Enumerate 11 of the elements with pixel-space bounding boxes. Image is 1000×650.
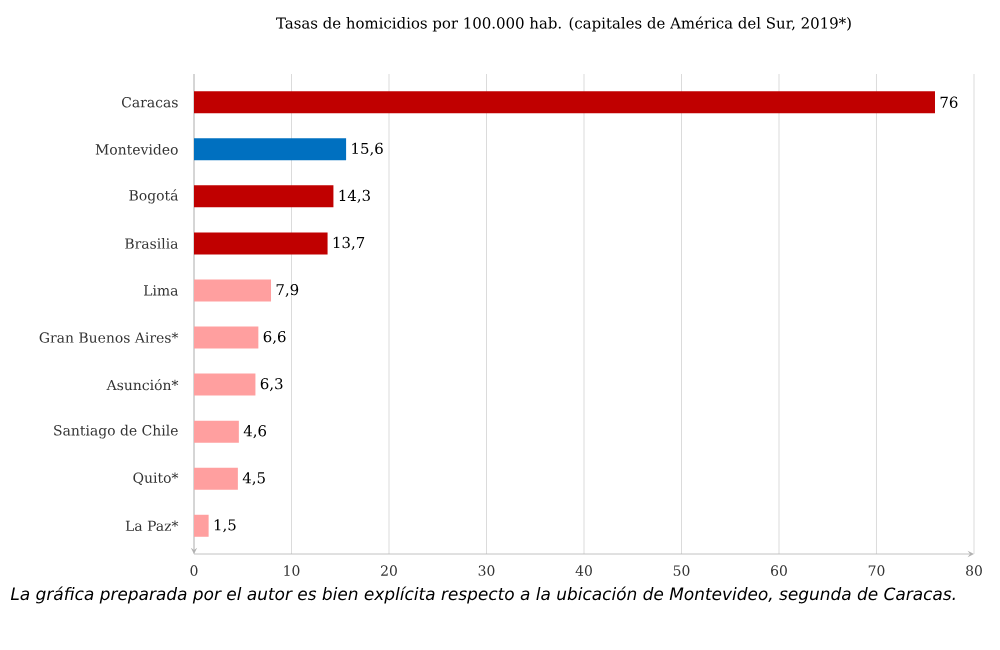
bar: [194, 138, 347, 161]
bar: [194, 467, 238, 490]
bar: [194, 91, 935, 114]
bar: [194, 420, 239, 443]
bar: [194, 373, 256, 396]
text: La gráfica preparada por el autor es bien explícita respecto a la ubicación de Montevideo, segunda de Caracas.: [10, 586, 955, 604]
bar: [194, 232, 328, 255]
bar: [194, 326, 259, 349]
bar: [194, 514, 209, 537]
bar: [194, 279, 272, 302]
bar: [194, 185, 334, 208]
